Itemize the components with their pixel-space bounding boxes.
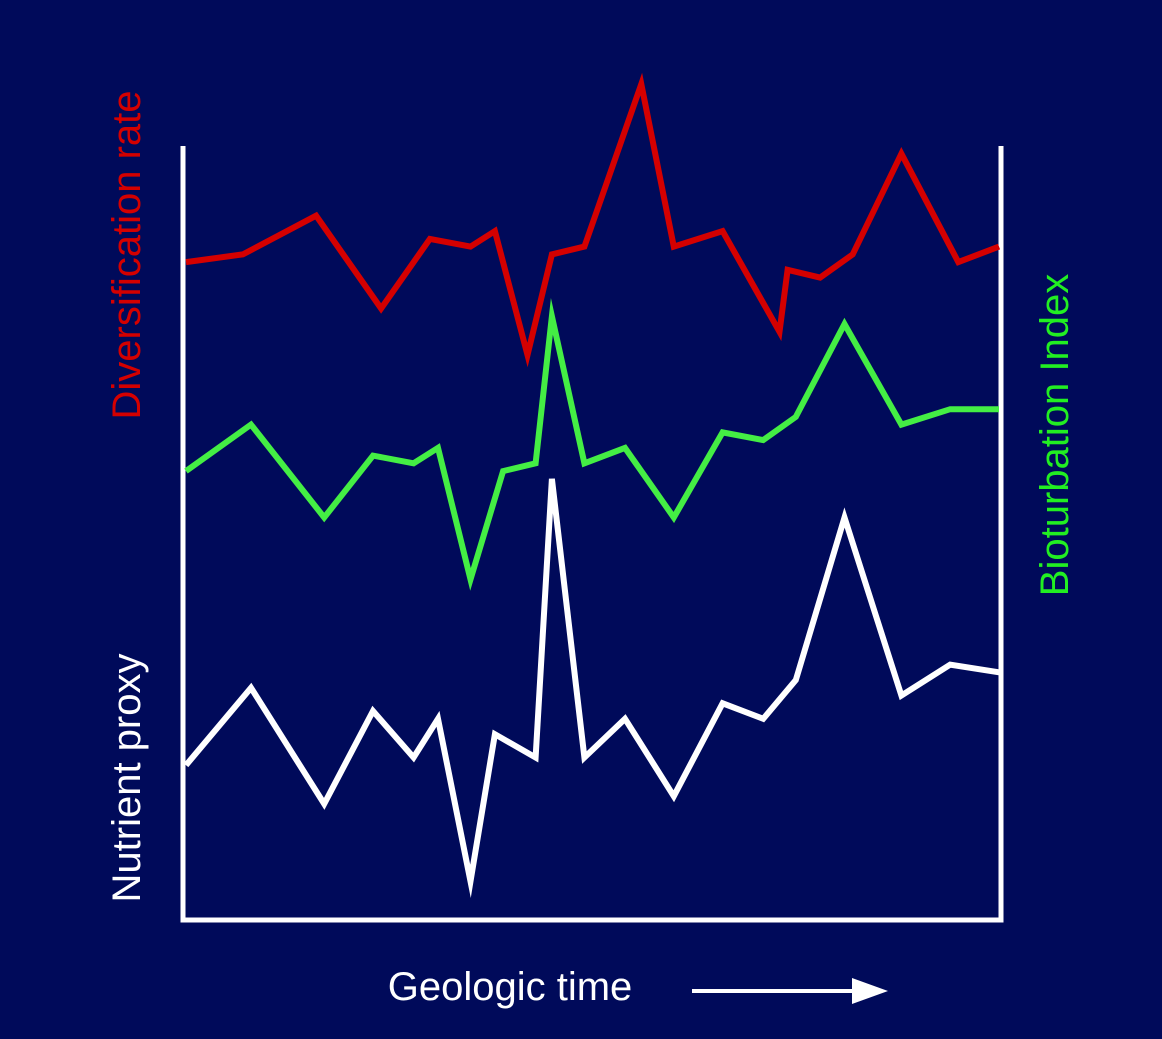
plot-frame — [180, 146, 1004, 923]
right-arrow-icon — [692, 978, 888, 1004]
ylabel-bioturbation: Bioturbation Index — [1033, 274, 1077, 596]
xlabel: Geologic time — [388, 965, 633, 1009]
series-line-nutrient — [183, 478, 1000, 898]
ylabel-diversification: Diversification rate — [105, 90, 149, 419]
ylabel-nutrient: Nutrient proxy — [105, 654, 149, 903]
series-layer — [183, 72, 1001, 898]
series-line-diversification — [185, 72, 1001, 368]
series-line-bioturbation — [184, 297, 999, 591]
